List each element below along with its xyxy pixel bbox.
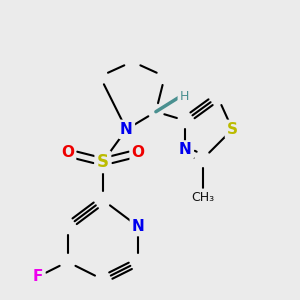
Text: F: F — [33, 269, 43, 284]
Text: H: H — [179, 91, 189, 103]
Text: N: N — [179, 142, 192, 158]
Text: N: N — [132, 219, 145, 234]
Text: O: O — [132, 146, 145, 160]
Text: N: N — [120, 122, 133, 137]
Text: O: O — [61, 146, 74, 160]
Text: CH₃: CH₃ — [191, 190, 214, 204]
Text: S: S — [227, 122, 238, 137]
Text: S: S — [97, 153, 109, 171]
